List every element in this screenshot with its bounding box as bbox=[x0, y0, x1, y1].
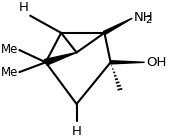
Text: Me: Me bbox=[1, 66, 18, 79]
Polygon shape bbox=[103, 18, 132, 34]
Polygon shape bbox=[44, 52, 77, 65]
Text: H: H bbox=[19, 2, 29, 14]
Polygon shape bbox=[111, 61, 145, 64]
Text: NH: NH bbox=[134, 11, 154, 24]
Text: Me: Me bbox=[1, 43, 18, 56]
Text: 2: 2 bbox=[145, 15, 151, 25]
Text: OH: OH bbox=[146, 56, 167, 69]
Text: H: H bbox=[72, 125, 82, 138]
